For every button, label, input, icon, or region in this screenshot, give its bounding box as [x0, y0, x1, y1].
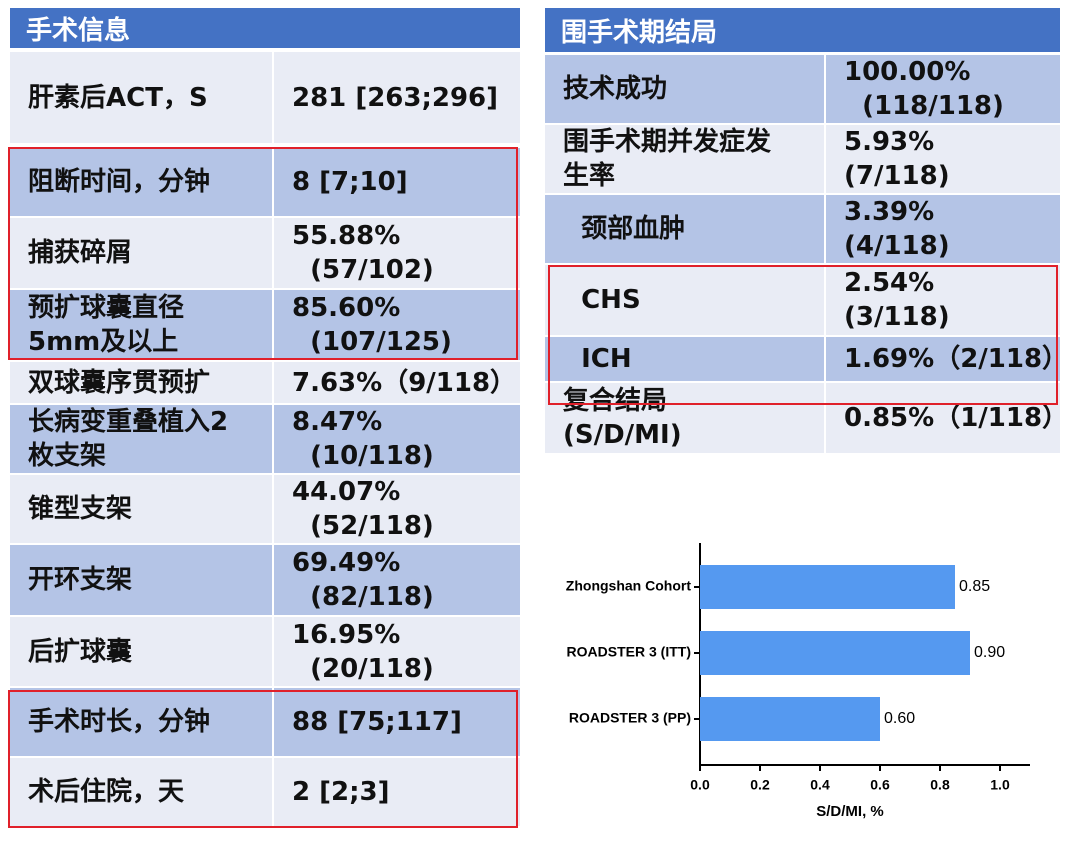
- table-value: 5.93% (7/118): [826, 125, 1060, 193]
- table-label: 颈部血肿: [545, 195, 824, 263]
- x-axis-label: S/D/MI, %: [816, 803, 884, 820]
- table-label: ICH: [545, 337, 824, 381]
- right-table-title: 围手术期结局: [545, 8, 1060, 52]
- table-label: 双球囊序贯预扩: [10, 362, 272, 403]
- y-tick-label: ROADSTER 3 (ITT): [567, 644, 691, 660]
- table-value: 100.00% (118/118): [826, 55, 1060, 123]
- y-tick-label: ROADSTER 3 (PP): [569, 710, 691, 726]
- table-label: 技术成功: [545, 55, 824, 123]
- table-label: 术后住院，天: [10, 758, 272, 826]
- table-value: 8.47% (10/118): [274, 405, 520, 473]
- highlight-box: [8, 147, 518, 360]
- table-value: 69.49% (82/118): [274, 545, 520, 615]
- value-label: 0.60: [884, 710, 915, 727]
- x-tick-label: 0.6: [870, 777, 890, 793]
- bar: [700, 697, 880, 741]
- table-label: 复合结局 (S/D/MI): [545, 383, 824, 453]
- value-label: 0.85: [959, 578, 990, 595]
- table-value: 2.54% (3/118): [826, 265, 1060, 335]
- y-tick-label: Zhongshan Cohort: [566, 578, 692, 594]
- table-label: 预扩球囊直径 5mm及以上: [10, 290, 272, 360]
- highlight-box: [548, 265, 1058, 405]
- x-tick-label: 0.4: [810, 777, 830, 793]
- bar: [700, 631, 970, 675]
- table-value: 0.85%（1/118）: [826, 383, 1068, 453]
- table-label: CHS: [545, 265, 824, 335]
- table-value: 55.88% (57/102): [274, 218, 520, 288]
- table-label: 长病变重叠植入2 枚支架: [10, 405, 272, 473]
- highlight-box: [8, 690, 518, 828]
- table-value: 88 [75;117]: [274, 688, 520, 756]
- table-label: 肝素后ACT，S: [10, 52, 272, 143]
- table-value: 16.95% (20/118): [274, 617, 520, 686]
- table-value: 1.69%（2/118）: [826, 337, 1068, 381]
- x-tick-label: 0.2: [750, 777, 770, 793]
- x-tick-label: 1.0: [990, 777, 1010, 793]
- table-label: 开环支架: [10, 545, 272, 615]
- table-value: 85.60% (107/125): [274, 290, 520, 360]
- table-label: 手术时长，分钟: [10, 688, 272, 756]
- table-value: 8 [7;10]: [274, 148, 520, 216]
- left-table-title: 手术信息: [10, 8, 520, 48]
- table-label: 捕获碎屑: [10, 218, 272, 288]
- table-label: 锥型支架: [10, 475, 272, 543]
- table-value: 3.39% (4/118): [826, 195, 1060, 263]
- table-value: 281 [263;296]: [274, 52, 520, 143]
- x-tick-label: 0.8: [930, 777, 950, 793]
- table-label: 围手术期并发症发 生率: [545, 125, 824, 193]
- table-value: 7.63%（9/118）: [274, 362, 520, 403]
- value-label: 0.90: [974, 644, 1005, 661]
- table-label: 后扩球囊: [10, 617, 272, 686]
- table-value: 2 [2;3]: [274, 758, 520, 826]
- bar: [700, 565, 955, 609]
- x-tick-label: 0.0: [690, 777, 710, 793]
- table-label: 阻断时间，分钟: [10, 148, 272, 216]
- table-value: 44.07% (52/118): [274, 475, 520, 543]
